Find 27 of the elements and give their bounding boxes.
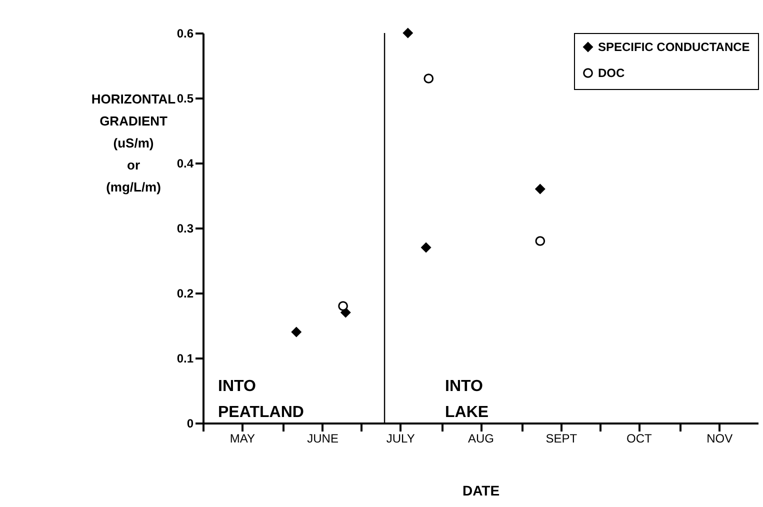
y-axis-title: HORIZONTAL GRADIENT (uS/m) or (mg/L/m): [91, 92, 176, 194]
point: [424, 74, 434, 84]
y-tick-label: 0.3: [176, 222, 194, 236]
x-tick-label: JUNE: [307, 432, 338, 446]
x-tick-label: JULY: [386, 432, 415, 446]
annotation: INTO LAKE: [445, 378, 489, 421]
y-tick-label: 0: [186, 416, 194, 430]
legend-label: DOC: [598, 66, 625, 80]
legend-label: SPECIFIC CONDUCTANCE: [598, 40, 750, 54]
x-tick-label: NOV: [706, 432, 733, 446]
y-tick-label: 0.2: [176, 286, 194, 300]
x-tick-label: AUG: [468, 432, 494, 446]
y-tick-label: 0.5: [176, 92, 194, 106]
point: [291, 327, 302, 337]
point: [338, 301, 348, 311]
annotation: INTO PEATLAND: [218, 378, 304, 421]
point: [535, 236, 546, 246]
x-tick-label: MAY: [230, 432, 255, 446]
x-tick-label: SEPT: [546, 432, 578, 446]
y-tick-label: 0.6: [176, 26, 194, 40]
x-axis-title: DATE: [462, 482, 500, 498]
y-tick-label: 0.4: [176, 156, 194, 170]
point: [402, 28, 413, 38]
x-tick-label: OCT: [626, 432, 653, 446]
point: [535, 184, 546, 194]
y-tick-label: 0.1: [176, 352, 194, 366]
point: [421, 242, 431, 252]
